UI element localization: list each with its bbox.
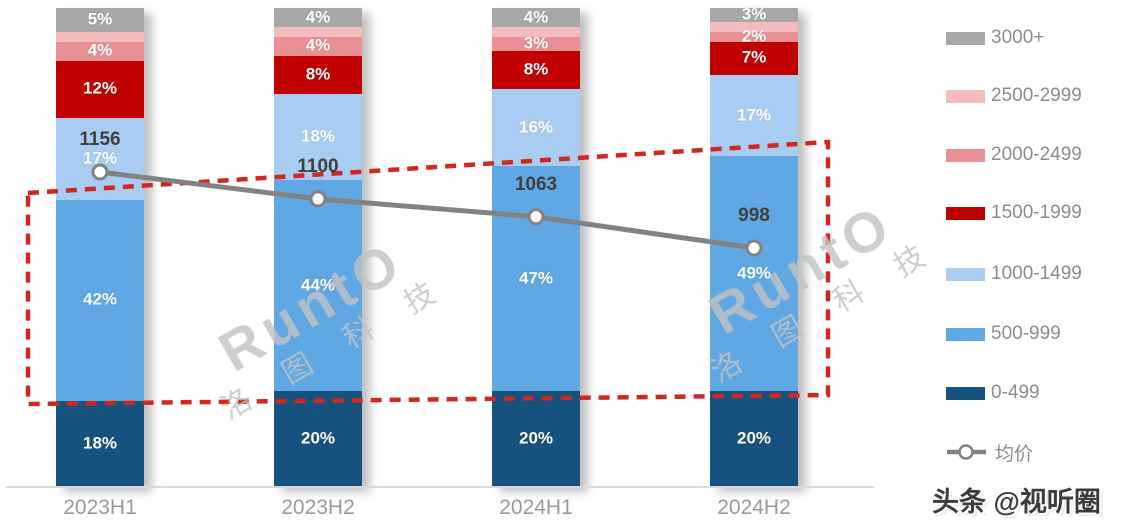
average-price-value: 1100 (297, 155, 339, 177)
legend-item-2500-2999: 2500-2999 (946, 84, 1082, 108)
legend-item-1500-1999: 1500-1999 (946, 201, 1082, 225)
legend-swatch-icon (946, 386, 985, 400)
x-axis-label: 2023H1 (63, 496, 137, 519)
segment-1500-1999: 8% (492, 51, 580, 90)
segment-label: 5% (87, 9, 113, 29)
attribution-source: 头条 @视听圈 (932, 487, 1101, 517)
x-axis-label: 2024H1 (499, 496, 573, 519)
segment-0-499: 20% (710, 391, 798, 487)
legend-item-0-499: 0-499 (946, 381, 1040, 405)
segment-500-999: 47% (492, 166, 580, 392)
segment-0-499: 20% (492, 391, 580, 487)
segment-1000-1499: 16% (492, 89, 580, 167)
segment-1000-1499: 17% (710, 75, 798, 157)
legend-label: 均价 (995, 443, 1034, 465)
legend-swatch-icon (946, 89, 985, 103)
segment-label: 17% (736, 105, 772, 125)
x-axis-label: 2024H2 (717, 496, 791, 519)
segment-label: 20% (518, 428, 554, 448)
legend-swatch-icon (946, 267, 985, 281)
segment-label: 7% (741, 47, 767, 67)
segment-3000+: 4% (492, 7, 580, 28)
segment-2000-2499: 4% (56, 40, 144, 61)
bar-2023H2: 4% 4% 8% 18% 44% 20% (274, 7, 362, 487)
average-price-line (97, 169, 757, 251)
watermark-brand-text: RuntO (698, 191, 904, 347)
segment-label: 44% (300, 275, 336, 295)
legend-label: 2500-2999 (991, 85, 1082, 106)
average-price-value: 998 (738, 204, 770, 226)
segment-500-999: 49% (710, 156, 798, 392)
segment-3000+: 4% (274, 7, 362, 28)
segment-3000+: 3% (710, 4, 798, 24)
segment-500-999: 44% (274, 180, 362, 392)
legend-item-均价: 均价 (946, 440, 1034, 465)
bar-2024H2: 3% 2% 7% 17% 49% 20% (710, 4, 798, 487)
segment-label: 18% (82, 433, 118, 453)
legend-swatch-icon (946, 148, 985, 162)
segment-label: 3% (523, 33, 549, 53)
legend-label: 1000-1499 (991, 263, 1082, 284)
legend-label: 3000+ (991, 27, 1045, 48)
average-price-value: 1063 (514, 173, 558, 195)
segment-2000-2499: 2% (710, 26, 798, 45)
segment-label: 8% (305, 64, 331, 84)
legend-label: 500-999 (991, 323, 1061, 344)
segment-500-999: 42% (56, 199, 144, 401)
segment-label: 17% (82, 148, 118, 168)
segment-2000-2499: 3% (492, 33, 580, 53)
legend-label: 0-499 (991, 382, 1040, 403)
segment-label: 49% (736, 263, 772, 283)
segment-label: 4% (305, 7, 331, 27)
segment-1500-1999: 7% (710, 41, 798, 76)
segment-label: 8% (523, 59, 549, 79)
legend-item-500-999: 500-999 (946, 322, 1061, 346)
segment-0-499: 18% (56, 400, 144, 487)
legend-swatch-icon (946, 206, 985, 220)
dashed-highlight-box (25, 139, 831, 407)
segment-label: 20% (300, 428, 336, 448)
segment-label: 12% (82, 79, 118, 99)
legend-swatch-icon (946, 31, 985, 45)
legend-item-3000+: 3000+ (946, 26, 1044, 50)
segment-label: 4% (523, 7, 549, 27)
segment-label: 4% (305, 35, 331, 55)
average-price-value: 1156 (79, 129, 121, 150)
segment-label: 16% (518, 117, 554, 137)
segment-label: 20% (736, 428, 772, 448)
segment-label: 4% (87, 40, 113, 60)
segment-2500-2999 (710, 22, 798, 32)
segment-3000+: 5% (56, 8, 144, 32)
legend-item-2000-2499: 2000-2499 (946, 143, 1082, 167)
segment-2500-2999 (274, 27, 362, 37)
legend-line-marker-icon (947, 444, 986, 460)
segment-1500-1999: 8% (274, 55, 362, 95)
legend-item-1000-1499: 1000-1499 (946, 262, 1082, 286)
segment-label: 42% (82, 289, 118, 309)
legend-label: 2000-2499 (991, 144, 1082, 165)
legend: 3000+ 2500-2999 2000-2499 1500-1999 1000-149… (946, 0, 1146, 470)
segment-label: 3% (741, 4, 767, 24)
segment-label: 2% (741, 26, 767, 46)
segment-2000-2499: 4% (274, 35, 362, 56)
x-axis-label: 2023H2 (281, 496, 355, 519)
segment-label: 47% (518, 268, 554, 288)
segment-label: 18% (300, 126, 336, 146)
segment-2500-2999 (56, 31, 144, 42)
bar-2024H1: 4% 3% 8% 16% 47% 20% (492, 7, 580, 487)
legend-label: 1500-1999 (991, 202, 1082, 223)
segment-2500-2999 (492, 27, 580, 37)
segment-1500-1999: 12% (56, 60, 144, 119)
segment-0-499: 20% (274, 391, 362, 487)
legend-swatch-icon (946, 327, 985, 341)
bar-2023H1: 5% 4% 12% 17% 42% 18% (56, 8, 144, 487)
